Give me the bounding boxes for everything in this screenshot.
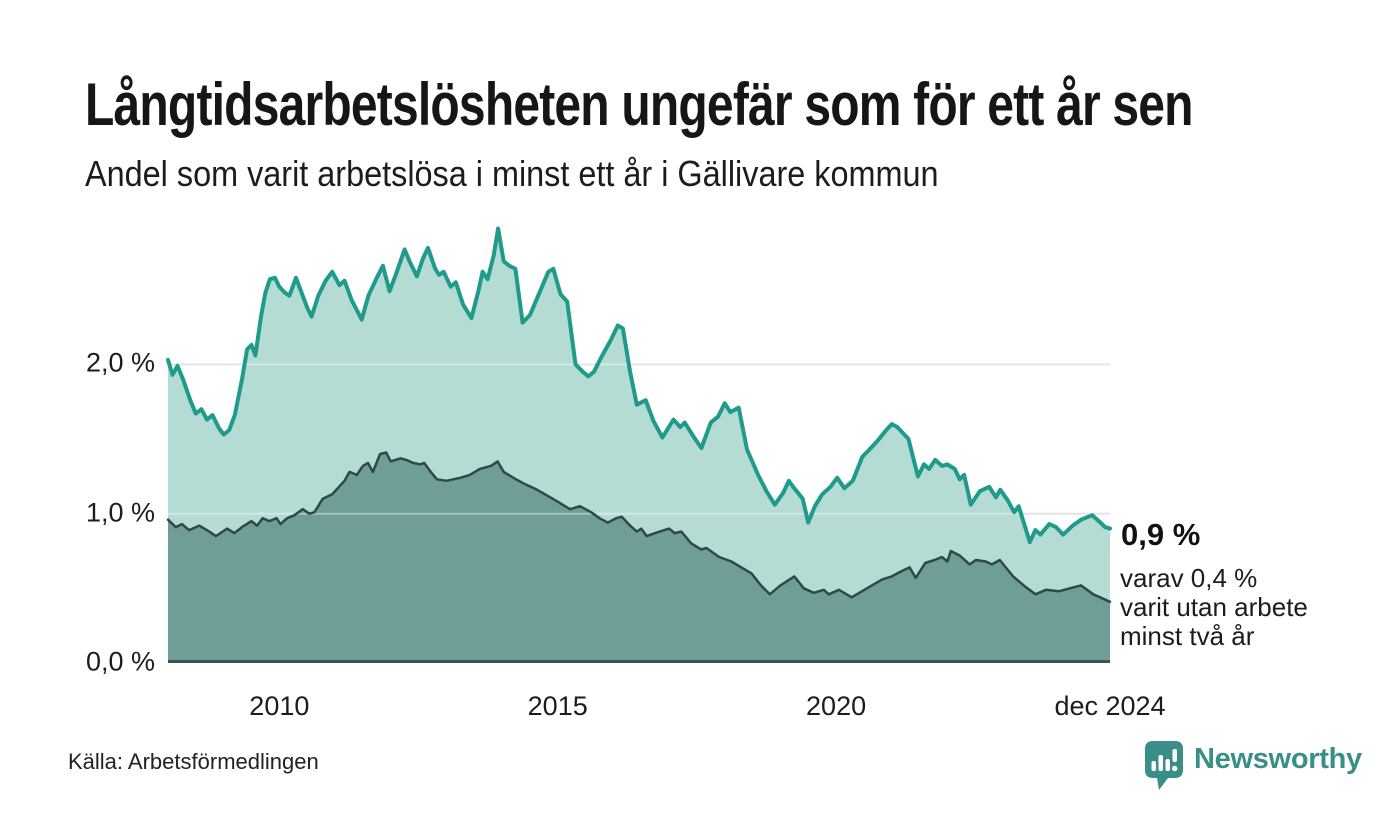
x-tick-label: 2015 xyxy=(527,691,588,721)
unemployed-two-years-line xyxy=(166,451,1112,604)
x-tick-label: 2010 xyxy=(249,691,310,721)
unemployed-one-year-line xyxy=(166,226,1112,545)
annotation-line-3: minst två år xyxy=(1120,621,1255,651)
y-tick-label: 1,0 % xyxy=(85,496,155,527)
end-annotation-text: varav 0,4 % varit utan arbete minst två … xyxy=(1120,564,1308,651)
x-tick-label: 2020 xyxy=(806,691,867,721)
x-tick-label: dec 2024 xyxy=(1054,691,1166,721)
newsworthy-bubble-chart-icon xyxy=(1144,740,1184,797)
chart-area xyxy=(166,224,1112,663)
page-subtitle: Andel som varit arbetslösa i minst ett å… xyxy=(85,153,939,194)
y-tick-label: 0,0 % xyxy=(85,646,155,677)
source-note: Källa: Arbetsförmedlingen xyxy=(68,749,319,774)
y-tick-label: 2,0 % xyxy=(85,347,155,378)
unemployed-two-years-area xyxy=(168,452,1110,663)
page-title: Långtidsarbetslösheten ungefär som för e… xyxy=(85,71,1193,138)
newsworthy-logo: Newsworthy xyxy=(1144,740,1362,797)
area-chart-svg xyxy=(166,226,1112,663)
newsworthy-wordmark: Newsworthy xyxy=(1194,743,1362,775)
annotation-line-2: varit utan arbete xyxy=(1120,592,1308,622)
end-value-label: 0,9 % xyxy=(1121,517,1201,552)
annotation-line-1: varav 0,4 % xyxy=(1120,563,1258,593)
